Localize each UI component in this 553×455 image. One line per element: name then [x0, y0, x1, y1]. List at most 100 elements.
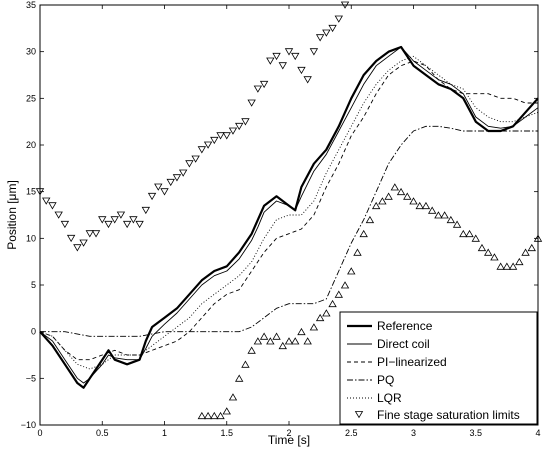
saturation-marker: [116, 211, 126, 219]
legend-box: [339, 311, 538, 425]
saturation-marker: [222, 132, 231, 140]
saturation-marker: [147, 192, 157, 201]
saturation-marker: [452, 220, 462, 228]
y-tick-label: 25: [26, 93, 36, 103]
saturation-marker: [253, 85, 263, 93]
saturation-marker: [222, 407, 231, 415]
saturation-marker: [396, 187, 406, 196]
saturation-marker: [210, 136, 219, 145]
series-4-line: [39, 55, 539, 370]
saturation-marker: [228, 127, 238, 135]
series-2-line: [39, 60, 538, 361]
series-6-markers: [197, 183, 543, 420]
saturation-marker: [446, 215, 456, 224]
y-tick-label: 20: [26, 140, 36, 150]
saturation-marker: [322, 309, 331, 317]
saturation-marker: [434, 211, 443, 219]
saturation-marker: [42, 197, 51, 205]
saturation-marker: [340, 281, 350, 289]
saturation-marker: [359, 229, 368, 238]
saturation-marker: [353, 248, 362, 256]
saturation-marker: [390, 183, 400, 191]
saturation-marker: [284, 337, 294, 345]
saturation-marker: [235, 122, 244, 131]
saturation-marker: [247, 346, 256, 354]
y-tick-label: 35: [26, 0, 36, 10]
saturation-marker: [216, 411, 225, 420]
saturation-marker: [135, 220, 144, 229]
saturation-marker: [384, 192, 393, 200]
saturation-marker: [315, 313, 325, 322]
saturation-marker: [48, 202, 57, 210]
saturation-marker: [259, 80, 269, 89]
saturation-marker: [266, 57, 275, 65]
saturation-marker: [247, 99, 256, 107]
saturation-marker: [484, 248, 493, 256]
y-axis-title: Position [μm]: [5, 180, 19, 250]
saturation-marker: [35, 188, 45, 196]
saturation-marker: [533, 234, 543, 242]
saturation-marker: [272, 52, 281, 61]
saturation-marker: [440, 211, 449, 219]
saturation-marker: [334, 290, 343, 298]
series-1-line: [39, 46, 539, 384]
saturation-marker: [203, 411, 213, 420]
saturation-marker: [197, 146, 207, 154]
x-tick-label: 3.5: [469, 428, 482, 438]
saturation-marker: [371, 201, 381, 210]
saturation-marker: [309, 323, 319, 331]
saturation-marker: [465, 229, 474, 238]
saturation-marker: [297, 66, 306, 75]
saturation-marker: [322, 29, 331, 37]
saturation-marker: [527, 243, 536, 252]
y-tick-label: 10: [26, 233, 36, 243]
saturation-marker: [471, 234, 480, 242]
x-tick-label: 2: [286, 428, 291, 438]
legend-label-pi-linearized: PI−linearized: [377, 355, 447, 369]
saturation-marker: [203, 141, 213, 149]
saturation-marker: [328, 299, 337, 308]
saturation-marker: [266, 337, 275, 345]
saturation-marker: [490, 253, 499, 261]
saturation-marker: [253, 337, 263, 345]
saturation-marker: [166, 178, 175, 187]
x-tick-label: 1: [162, 428, 167, 438]
saturation-marker: [272, 332, 281, 340]
saturation-marker: [141, 206, 151, 215]
y-tick-label: 30: [26, 47, 36, 57]
saturation-marker: [378, 197, 387, 205]
x-tick-label: 0: [37, 428, 42, 438]
legend-label-lqr: LQR: [377, 391, 402, 405]
saturation-marker: [309, 48, 319, 56]
saturation-marker: [241, 360, 250, 368]
legend-label-direct-coil: Direct coil: [377, 337, 430, 351]
saturation-marker: [172, 174, 182, 182]
saturation-marker: [160, 188, 169, 196]
legend-label-reference: Reference: [377, 319, 433, 333]
y-tick-label: −10: [21, 420, 36, 430]
y-tick-label: 0: [31, 327, 36, 337]
legend: Reference Direct coil PI−linearized PQ L…: [339, 311, 538, 425]
saturation-marker: [515, 257, 524, 266]
saturation-marker: [427, 206, 437, 214]
saturation-marker: [235, 374, 244, 382]
saturation-marker: [154, 183, 163, 191]
saturation-marker: [79, 239, 88, 247]
saturation-marker: [91, 230, 101, 238]
saturation-marker: [284, 48, 294, 56]
legend-label-saturation: Fine stage saturation limits: [377, 408, 520, 422]
saturation-marker: [521, 248, 530, 256]
saturation-marker: [54, 211, 63, 219]
series-layer: [35, 1, 543, 420]
saturation-marker: [185, 160, 194, 168]
saturation-marker: [415, 201, 424, 210]
saturation-marker: [85, 230, 94, 238]
legend-swatch-saturation-marker: [354, 411, 364, 419]
saturation-marker: [403, 192, 412, 200]
saturation-marker: [228, 393, 238, 401]
saturation-marker: [409, 197, 418, 205]
y-tick-label: 5: [31, 280, 36, 290]
legend-label-pq: PQ: [377, 373, 394, 387]
saturation-marker: [122, 220, 132, 229]
